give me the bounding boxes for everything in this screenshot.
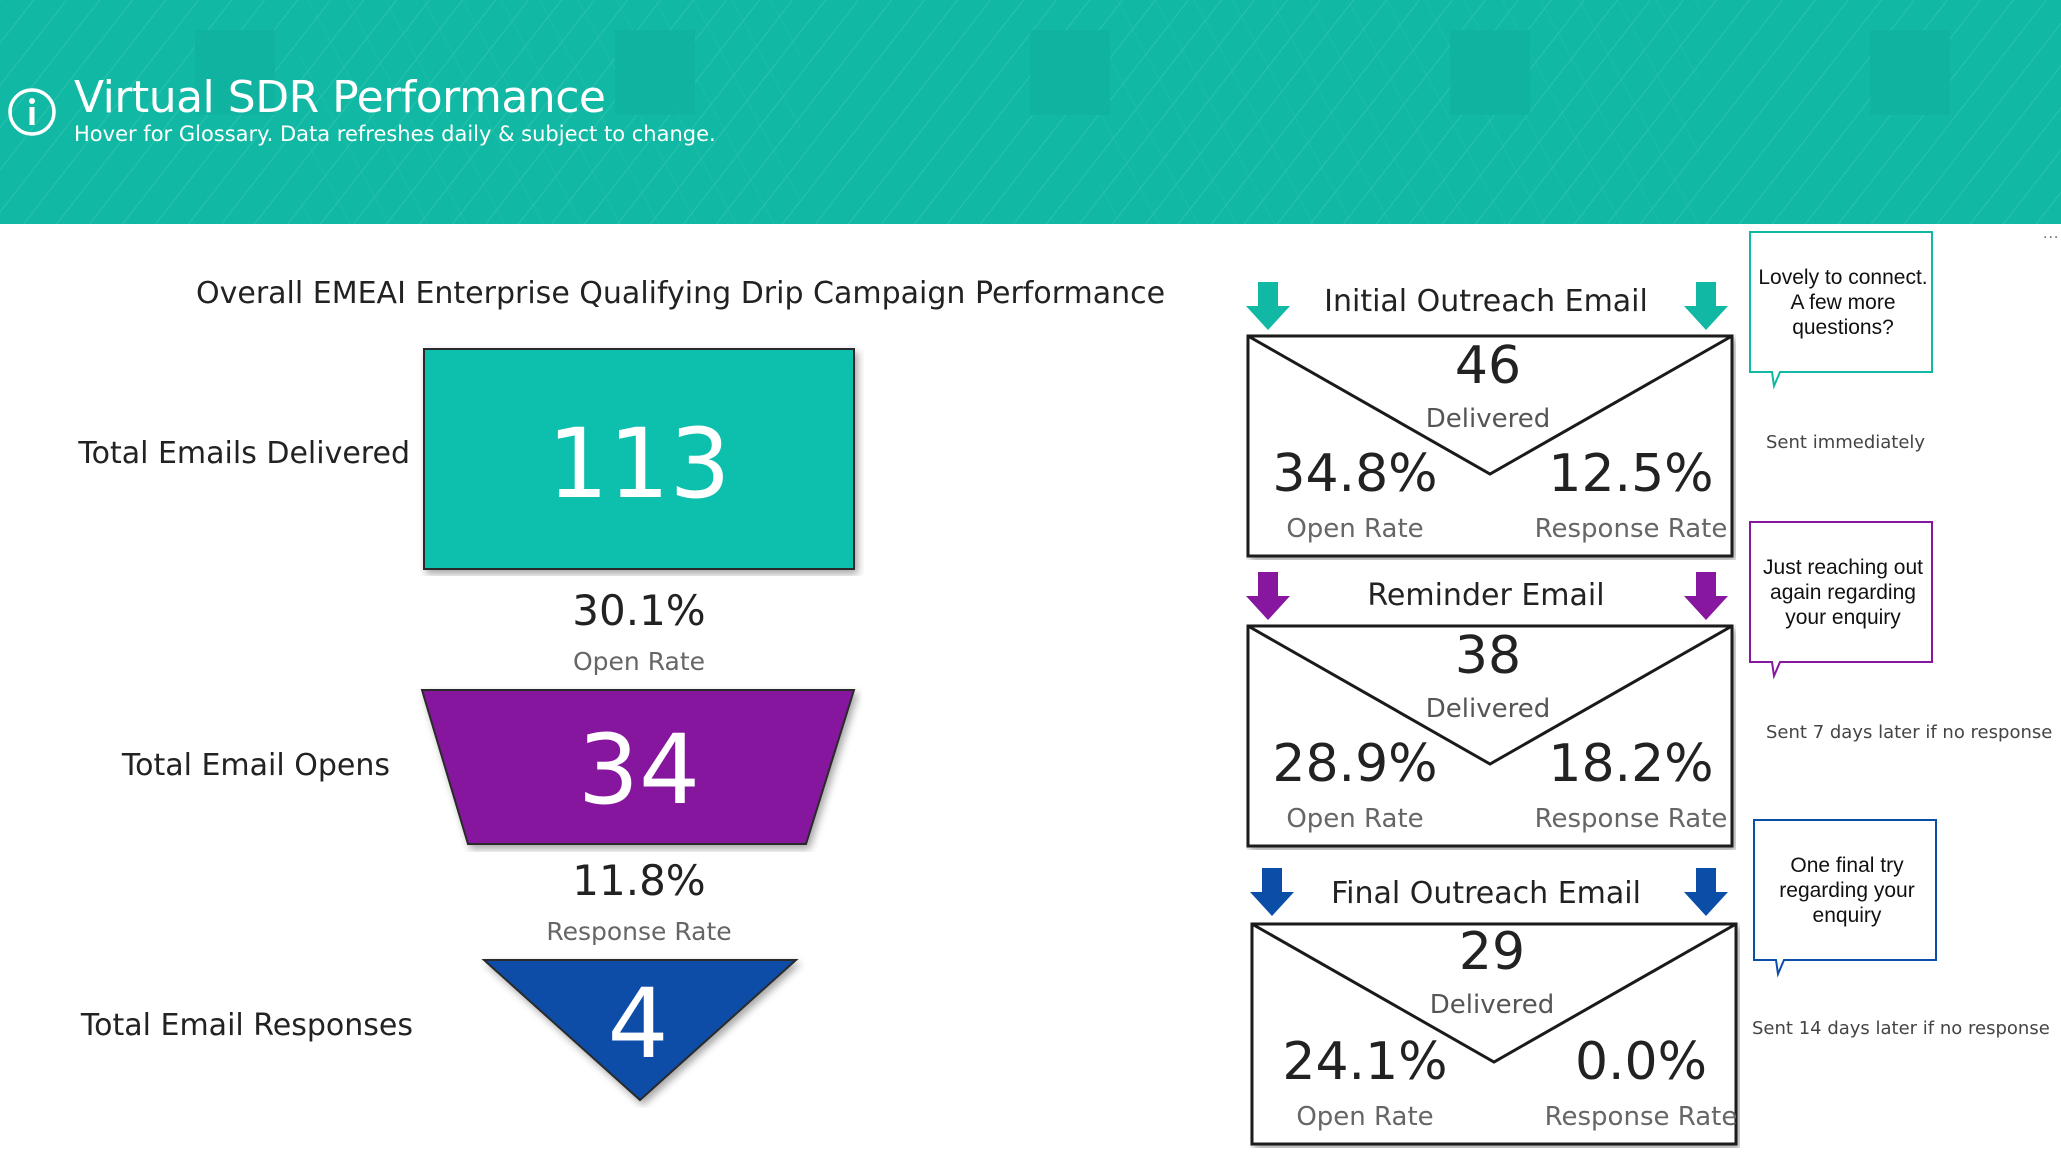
email-1-delivered-value: 46 [1454,336,1522,396]
email-1-timing: Sent immediately [1766,432,1926,453]
delivered-box [423,348,855,570]
overall-open-rate-label: Open Rate [572,647,706,676]
opens-value: 34 [577,714,701,826]
header-pattern [0,0,2061,224]
email-2-open-rate: 28.9% [1272,734,1438,794]
email-2-delivered-value: 38 [1454,626,1522,686]
total-responses-label: Total Email Responses [80,1008,413,1043]
email-3-timing: Sent 14 days later if no response [1752,1018,2050,1039]
arrow-down-icon [1684,282,1728,330]
email-1-response-rate-label: Response Rate [1534,514,1728,544]
email-1-speech-bubble [1749,231,1933,390]
email-3-delivered-value: 29 [1458,922,1526,982]
email-2-timing: Sent 7 days later if no response [1766,722,2053,743]
email-2-speech-bubble [1749,521,1933,680]
opens-trapezoid [420,689,856,845]
email-2-response-rate-label: Response Rate [1534,804,1728,834]
email-3-envelope [1250,922,1738,1146]
email-1-envelope [1246,334,1734,558]
campaign-title: Overall EMEAI Enterprise Qualifying Drip… [196,276,1166,311]
more-options-icon[interactable]: ... [2043,226,2060,242]
email-1-open-rate: 34.8% [1272,444,1438,504]
total-delivered-label: Total Emails Delivered [78,436,410,471]
total-opens-label: Total Email Opens [121,748,390,783]
overall-open-rate-value: 30.1% [572,586,706,635]
email-2-bubble-text: Just reaching out again regarding your e… [1763,556,1923,629]
email-1-response-rate: 12.5% [1548,444,1714,504]
email-3-title: Final Outreach Email [1331,876,1641,911]
arrow-down-icon [1246,572,1290,620]
email-3-open-rate-label: Open Rate [1296,1102,1434,1132]
responses-triangle [481,959,799,1102]
overall-response-rate-value: 11.8% [572,856,706,905]
email-1-title: Initial Outreach Email [1324,284,1648,319]
email-3-speech-bubble [1753,819,1937,978]
info-icon[interactable] [6,86,58,138]
arrow-down-icon [1250,868,1294,916]
email-2-open-rate-label: Open Rate [1286,804,1424,834]
email-1-open-rate-label: Open Rate [1286,514,1424,544]
email-1-delivered-label: Delivered [1425,404,1551,434]
arrow-down-icon [1246,282,1290,330]
page-title: Virtual SDR Performance [74,72,606,123]
email-3-response-rate: 0.0% [1574,1032,1708,1092]
header-banner [0,0,2061,224]
arrow-down-icon [1684,572,1728,620]
email-3-open-rate: 24.1% [1282,1032,1448,1092]
email-3-response-rate-label: Response Rate [1544,1102,1738,1132]
email-3-bubble-text: One final try regarding your enquiry [1779,854,1915,927]
email-1-bubble-text: Lovely to connect. A few more questions? [1758,266,1928,339]
page-subtitle: Hover for Glossary. Data refreshes daily… [74,122,716,146]
email-2-title: Reminder Email [1367,578,1605,613]
overall-response-rate-label: Response Rate [546,917,732,946]
email-3-delivered-label: Delivered [1429,990,1555,1020]
delivered-value: 113 [547,408,731,520]
email-2-response-rate: 18.2% [1548,734,1714,794]
arrow-down-icon [1684,868,1728,916]
responses-value: 4 [607,968,669,1080]
email-2-envelope [1246,624,1734,848]
email-2-delivered-label: Delivered [1425,694,1551,724]
